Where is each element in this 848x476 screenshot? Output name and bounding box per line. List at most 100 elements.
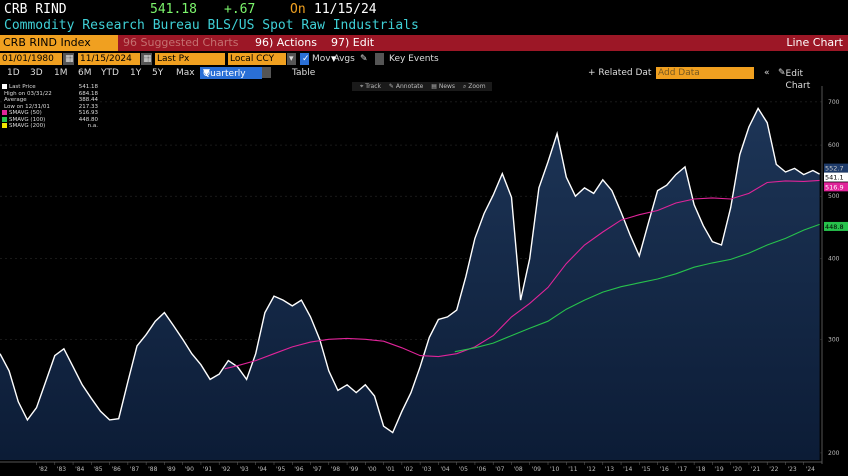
mov-avgs-label[interactable]: Mov Avgs [312,54,355,64]
settings-icon[interactable] [262,67,271,78]
related-data-button[interactable]: + Related Dat [588,68,652,78]
legend-value: 541.18 [78,84,98,90]
x-tick-label: '14 [623,466,632,473]
x-tick-label: '09 [532,466,541,473]
zoom-label: Zoom [468,83,486,90]
key-events-label[interactable]: Key Events [389,54,439,64]
calendar-icon[interactable]: ▦ [141,53,152,65]
chart-controls: ⌖ Track ✎ Annotate ▤ News ⌕ Zoom [352,82,492,91]
chart-type-label: Line Chart [786,36,843,49]
annotate-label: Annotate [395,83,424,90]
suggested-charts-menu[interactable]: 96 Suggested Charts [123,36,239,49]
legend-value: 684.18 [78,90,98,97]
x-tick-label: '87 [130,466,139,473]
x-tick-label: '93 [239,466,248,473]
zoom-control[interactable]: ⌕ Zoom [462,83,486,90]
x-tick-label: '22 [769,466,778,473]
legend-row: Last Price 541.18 [2,84,100,91]
end-date-input[interactable]: 11/15/2024 [78,53,140,65]
ticker: CRB RIND [4,2,67,17]
function-bar: CRB RIND Index 96 Suggested Charts 96) A… [0,35,848,65]
legend-value: 448.80 [78,116,98,123]
x-tick-label: '00 [367,466,376,473]
index-field[interactable]: CRB RIND Index [0,35,118,51]
x-tick-label: '02 [404,466,413,473]
legend-value: 217.33 [78,103,98,110]
actions-menu[interactable]: 96) Actions ▾ [252,35,326,65]
period-max[interactable]: Max [176,68,195,78]
x-tick-label: '92 [221,466,230,473]
checkbox-checked-icon[interactable]: ✓ [300,53,310,65]
collapse-icon[interactable]: « [764,68,770,78]
legend-value: 516.93 [78,110,98,116]
table-button[interactable]: Table [292,68,316,78]
legend-label: Average [4,97,27,103]
x-tick-label: '82 [39,466,48,473]
price-tag [824,172,848,182]
y-tick-label: 200 [828,450,840,457]
legend-swatch [2,84,7,89]
legend-label: SMAVG (50) [9,110,42,116]
legend-row: SMAVG (50) 516.93 [2,110,100,117]
x-tick-label: '98 [331,466,340,473]
x-tick-label: '85 [93,466,102,473]
calendar-icon[interactable]: ▦ [63,53,74,65]
edit-chart-button[interactable]: ✎ Edit Chart [778,68,811,91]
security-description: Commodity Research Bureau BLS/US Spot Ra… [4,18,419,33]
y-tick-label: 300 [828,336,840,343]
checkbox-icon[interactable] [375,53,384,65]
legend-value: n.a. [87,123,98,129]
news-control[interactable]: ▤ News [431,83,456,90]
currency-select[interactable]: Local CCY [228,53,286,65]
x-tick-label: '23 [787,466,796,473]
x-tick-label: '89 [166,466,175,473]
edit-menu[interactable]: 97) Edit ▾ [328,35,384,65]
legend-label: SMAVG (200) [9,123,46,129]
legend-row: Low on 12/31/01 217.33 [2,104,100,111]
x-tick-label: '86 [112,466,121,473]
x-tick-label: '15 [641,466,650,473]
period-5y[interactable]: 5Y [152,68,164,78]
x-tick-label: '11 [568,466,577,473]
x-tick-label: '05 [459,466,468,473]
price-change: +.67 [224,2,256,17]
pencil-icon[interactable]: ✎ [360,54,368,64]
x-tick-label: '95 [276,466,285,473]
last-price: 541.18 [150,2,197,17]
x-tick-label: '18 [696,466,705,473]
price-tag-label: 516.9 [825,183,844,191]
period-1m[interactable]: 1M [54,68,68,78]
add-data-input[interactable]: Add Data [656,67,754,79]
actions-label: 96) Actions [255,36,317,49]
x-tick-label: '84 [75,466,84,473]
price-tag [824,182,848,192]
legend-swatch [2,123,7,128]
period-3d[interactable]: 3D [30,68,43,78]
price-tag [824,221,848,231]
frequency-select[interactable]: Quarterly ▼ [200,67,262,79]
period-1y[interactable]: 1Y [130,68,142,78]
period-6m[interactable]: 6M [78,68,92,78]
track-control[interactable]: ⌖ Track [360,83,381,90]
smavg-50-line [224,179,820,370]
period-1d[interactable]: 1D [7,68,20,78]
legend-swatch [2,116,7,122]
start-date-input[interactable]: 01/01/1980 [0,53,62,65]
price-area [0,108,820,461]
field-select[interactable]: Last Px [155,53,225,65]
y-tick-label: 400 [828,256,840,263]
x-tick-label: '07 [495,466,504,473]
dropdown-caret-icon[interactable]: ▾ [287,53,296,65]
annotate-control[interactable]: ✎ Annotate [388,83,424,90]
period-ytd[interactable]: YTD [101,68,119,78]
x-tick-label: '16 [660,466,669,473]
x-tick-label: '19 [714,466,723,473]
track-label: Track [365,83,381,90]
x-tick-label: '97 [313,466,322,473]
frequency-label: Quarterly [203,69,246,79]
x-tick-label: '88 [148,466,157,473]
x-tick-label: '10 [550,466,559,473]
legend-row: High on 03/31/22 684.18 [2,91,100,98]
price-chart[interactable]: 200 300 400 500 600 700 '82 '83 '84 '85 '86 '87 '88… [0,80,848,476]
x-tick-label: '96 [294,466,303,473]
